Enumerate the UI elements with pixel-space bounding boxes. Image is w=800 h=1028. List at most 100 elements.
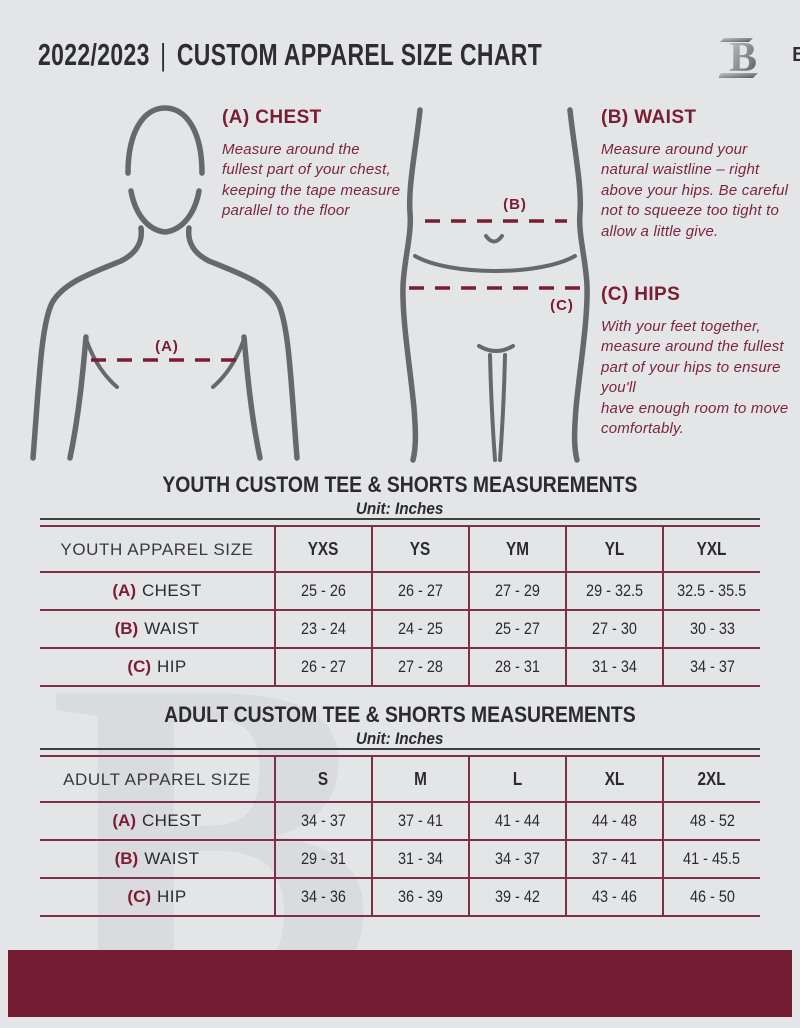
brand-logo: B BREAKAWAY: [719, 30, 800, 80]
left-inner-leg: [488, 353, 497, 462]
measurement-value: 25 - 27: [468, 610, 566, 648]
lower-body-diagram: (B) (C): [400, 107, 590, 463]
adult-table-top-rule: [40, 748, 760, 750]
right-hip-outline: [567, 107, 590, 463]
table-row-chest: (A) CHEST 25 - 26 26 - 27 27 - 29 29 - 32…: [40, 572, 760, 610]
right-shoulder-outline: [185, 225, 300, 461]
adult-size-table: ADULT APPAREL SIZE S M L XL 2XL (A) CHEST…: [40, 755, 760, 917]
head-jaw-outline: [128, 188, 202, 235]
marker-a-label: (A): [155, 338, 179, 355]
logo-top-bar: [720, 38, 754, 42]
measurement-value: 36 - 39: [371, 878, 469, 916]
measurement-value: 37 - 41: [371, 802, 469, 840]
navel-mark: [484, 234, 504, 244]
torso-diagram: (A): [30, 105, 300, 461]
size-col-header: YXS: [274, 526, 372, 572]
youth-section-title: YOUTH CUSTOM TEE & SHORTS MEASUREMENTS: [162, 472, 638, 497]
youth-table-top-rule: [40, 518, 760, 520]
chest-instructions: Measure around the fullest part of your …: [222, 141, 401, 220]
measurement-value: 29 - 32.5: [565, 572, 663, 610]
youth-size-label-cell: YOUTH APPAREL SIZE: [40, 526, 275, 572]
right-armpit-line: [241, 334, 263, 461]
hips-instructions: With your feet together, measure around …: [601, 318, 789, 437]
marker-b-label: (B): [503, 196, 527, 213]
measurement-value: 30 - 33: [662, 610, 760, 648]
adult-unit-label: Unit: Inches: [356, 729, 444, 748]
youth-header-row: YOUTH APPAREL SIZE YXS YS YM YL YXL: [40, 526, 760, 572]
left-chest-crease: [84, 337, 119, 389]
row-label-cell: (C) HIP: [127, 657, 187, 676]
adult-section-title: ADULT CUSTOM TEE & SHORTS MEASUREMENTS: [164, 702, 636, 727]
table-row-waist: (B) WAIST 23 - 24 24 - 25 25 - 27 27 - 30…: [40, 610, 760, 648]
chest-guide: (A) CHEST Measure around the fullest par…: [222, 107, 402, 222]
youth-size-label: YOUTH APPAREL SIZE: [60, 539, 254, 559]
row-label-cell: (B) WAIST: [114, 619, 200, 638]
right-inner-leg: [498, 353, 507, 462]
measurement-value: 23 - 24: [274, 610, 372, 648]
adult-header-row: ADULT APPAREL SIZE S M L XL 2XL: [40, 756, 760, 802]
measurement-value: 37 - 41: [565, 840, 663, 878]
measurement-value: 44 - 48: [565, 802, 663, 840]
left-hip-outline: [400, 107, 423, 463]
table-row-hip: (C) HIP 26 - 27 27 - 28 28 - 31 31 - 34 3…: [40, 648, 760, 686]
size-col-header: M: [371, 756, 469, 802]
adult-size-label-cell: ADULT APPAREL SIZE: [40, 756, 275, 802]
breakaway-logo-icon: B: [719, 35, 759, 80]
table-row-chest: (A) CHEST 34 - 37 37 - 41 41 - 44 44 - 48…: [40, 802, 760, 840]
measurement-value: 48 - 52: [662, 802, 760, 840]
logo-base-bar: [719, 73, 759, 78]
size-col-header: S: [274, 756, 372, 802]
measurement-value: 29 - 31: [274, 840, 372, 878]
measurement-value: 26 - 27: [274, 648, 372, 686]
size-col-header: 2XL: [662, 756, 760, 802]
brand-name: BREAKAWAY: [793, 44, 800, 67]
page-header: 2022/2023 | CUSTOM APPAREL SIZE CHART B BR…: [38, 30, 800, 80]
measurement-value: 32.5 - 35.5: [662, 572, 760, 610]
adult-section-head: ADULT CUSTOM TEE & SHORTS MEASUREMENTS U…: [40, 702, 760, 749]
crotch-curve: [477, 344, 515, 353]
logo-letter: B: [729, 35, 757, 80]
table-row-hip: (C) HIP 34 - 36 36 - 39 39 - 42 43 - 46 4…: [40, 878, 760, 916]
size-col-header: YS: [371, 526, 469, 572]
measurement-value: 25 - 26: [274, 572, 372, 610]
hips-guide: (C) HIPS With your feet together, measur…: [601, 284, 797, 439]
row-label-cell: (A) CHEST: [112, 811, 202, 830]
waist-heading: (B) WAIST: [601, 107, 697, 128]
measurement-value: 41 - 44: [468, 802, 566, 840]
youth-size-table: YOUTH APPAREL SIZE YXS YS YM YL YXL (A) C…: [40, 525, 760, 687]
adult-size-label: ADULT APPAREL SIZE: [63, 769, 251, 789]
waist-guide: (B) WAIST Measure around your natural wa…: [601, 107, 793, 242]
measurement-value: 27 - 30: [565, 610, 663, 648]
measurement-value: 34 - 36: [274, 878, 372, 916]
measurement-value: 41 - 45.5: [662, 840, 760, 878]
row-label-cell: (A) CHEST: [112, 581, 202, 600]
title-divider: |: [160, 37, 167, 72]
measurement-value: 43 - 46: [565, 878, 663, 916]
marker-c-label: (C): [550, 297, 574, 314]
size-col-header: L: [468, 756, 566, 802]
waist-instructions: Measure around your natural waistline – …: [601, 141, 789, 240]
footer-bar: [8, 950, 792, 1017]
measurement-value: 28 - 31: [468, 648, 566, 686]
measurement-value: 24 - 25: [371, 610, 469, 648]
youth-section-head: YOUTH CUSTOM TEE & SHORTS MEASUREMENTS U…: [40, 472, 760, 519]
title-year: 2022/2023: [38, 37, 150, 72]
measurement-value: 34 - 37: [274, 802, 372, 840]
hips-heading: (C) HIPS: [601, 284, 681, 305]
measurement-value: 34 - 37: [468, 840, 566, 878]
row-label-cell: (B) WAIST: [114, 849, 200, 868]
left-armpit-line: [67, 334, 89, 461]
measurement-value: 46 - 50: [662, 878, 760, 916]
title-text: CUSTOM APPAREL SIZE CHART: [176, 37, 543, 72]
measurement-value: 34 - 37: [662, 648, 760, 686]
left-shoulder-outline: [30, 225, 145, 461]
row-label-cell: (C) HIP: [127, 887, 187, 906]
measurement-value: 27 - 29: [468, 572, 566, 610]
size-col-header: YL: [565, 526, 663, 572]
waistband-curve: [413, 254, 577, 273]
size-col-header: YXL: [662, 526, 760, 572]
measurement-value: 39 - 42: [468, 878, 566, 916]
size-col-header: YM: [468, 526, 566, 572]
measurement-value: 31 - 34: [371, 840, 469, 878]
